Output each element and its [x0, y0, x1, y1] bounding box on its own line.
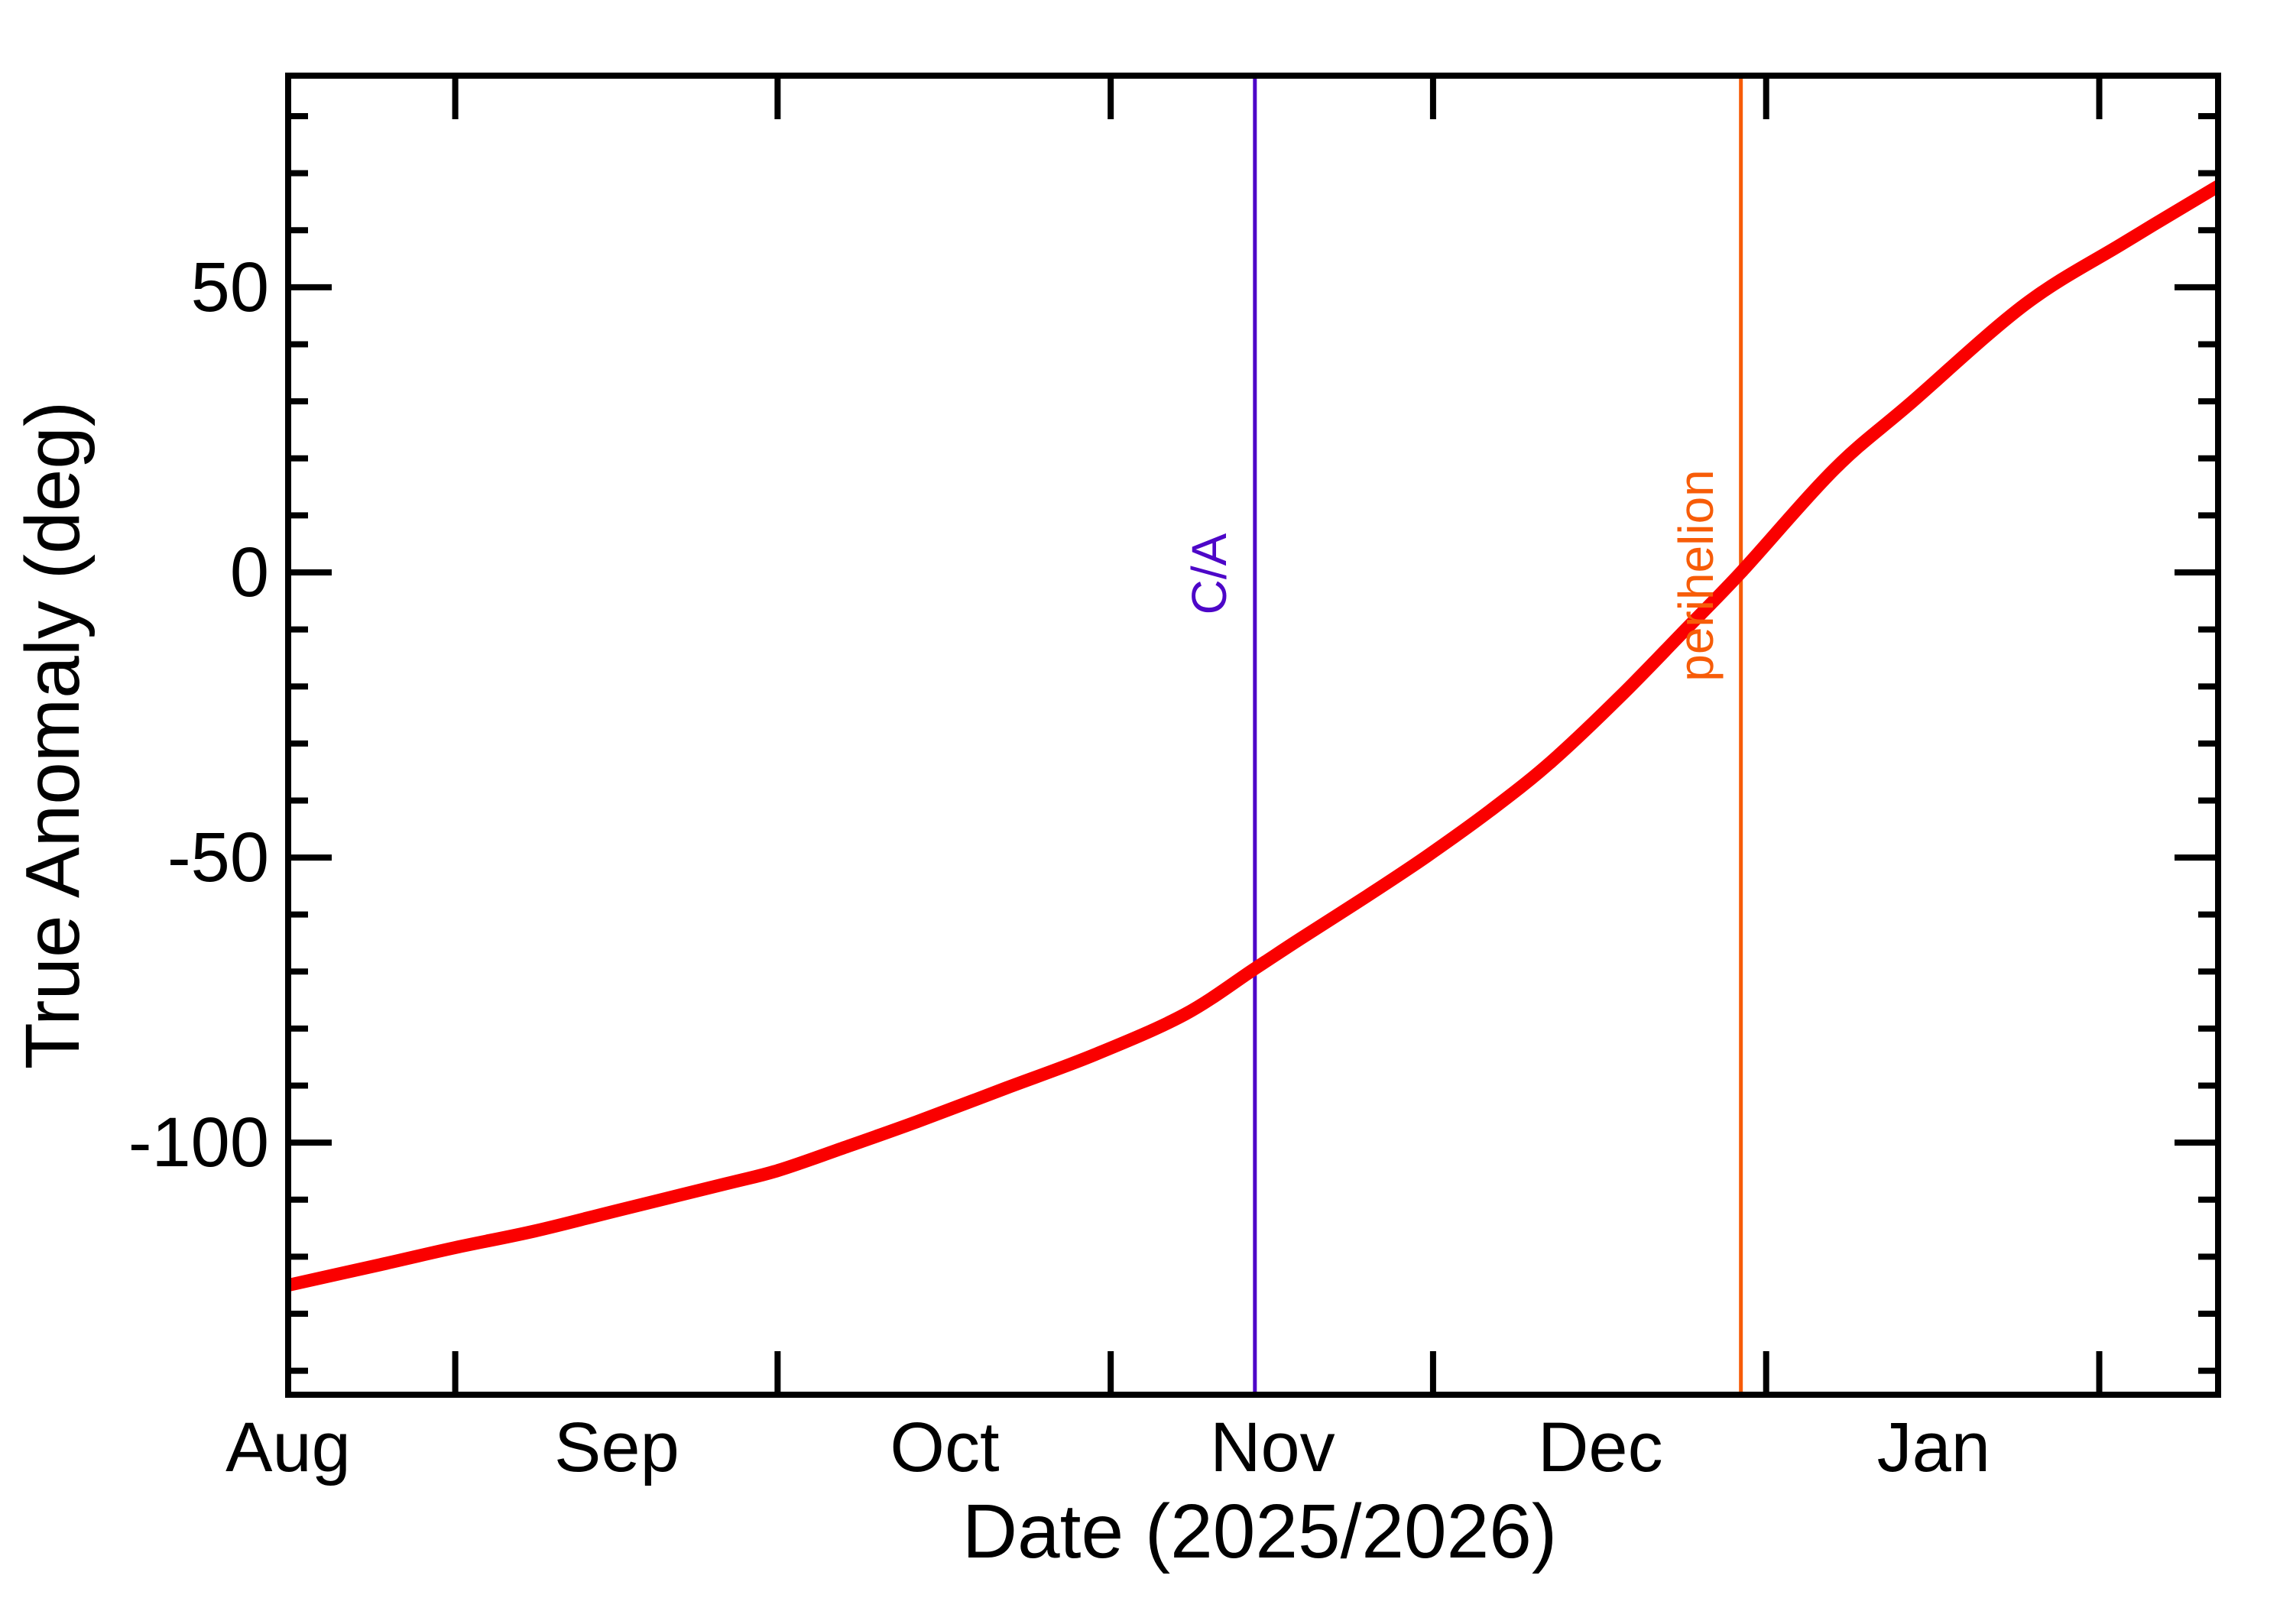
x-tick-label-dec: Dec — [1537, 1408, 1663, 1486]
y-tick-label: -50 — [167, 818, 269, 897]
y-axis-title: True Anomaly (deg) — [10, 400, 96, 1070]
close-approach-label: C/A — [1182, 533, 1237, 615]
y-tick-label: -100 — [128, 1104, 269, 1182]
x-axis-title: Date (2025/2026) — [962, 1489, 1558, 1574]
y-tick-label: 0 — [229, 533, 269, 611]
x-tick-label-jan: Jan — [1876, 1408, 1990, 1486]
x-tick-label-oct: Oct — [890, 1408, 1000, 1486]
y-tick-label: 50 — [190, 248, 269, 326]
x-tick-label-sep: Sep — [554, 1408, 679, 1486]
anomaly-curve — [288, 179, 2218, 1292]
perihelion-label: perihelion — [1669, 469, 1724, 682]
plot-frame — [285, 73, 2221, 1398]
x-tick-label-aug: Aug — [225, 1408, 351, 1486]
x-tick-label-nov: Nov — [1210, 1408, 1335, 1486]
